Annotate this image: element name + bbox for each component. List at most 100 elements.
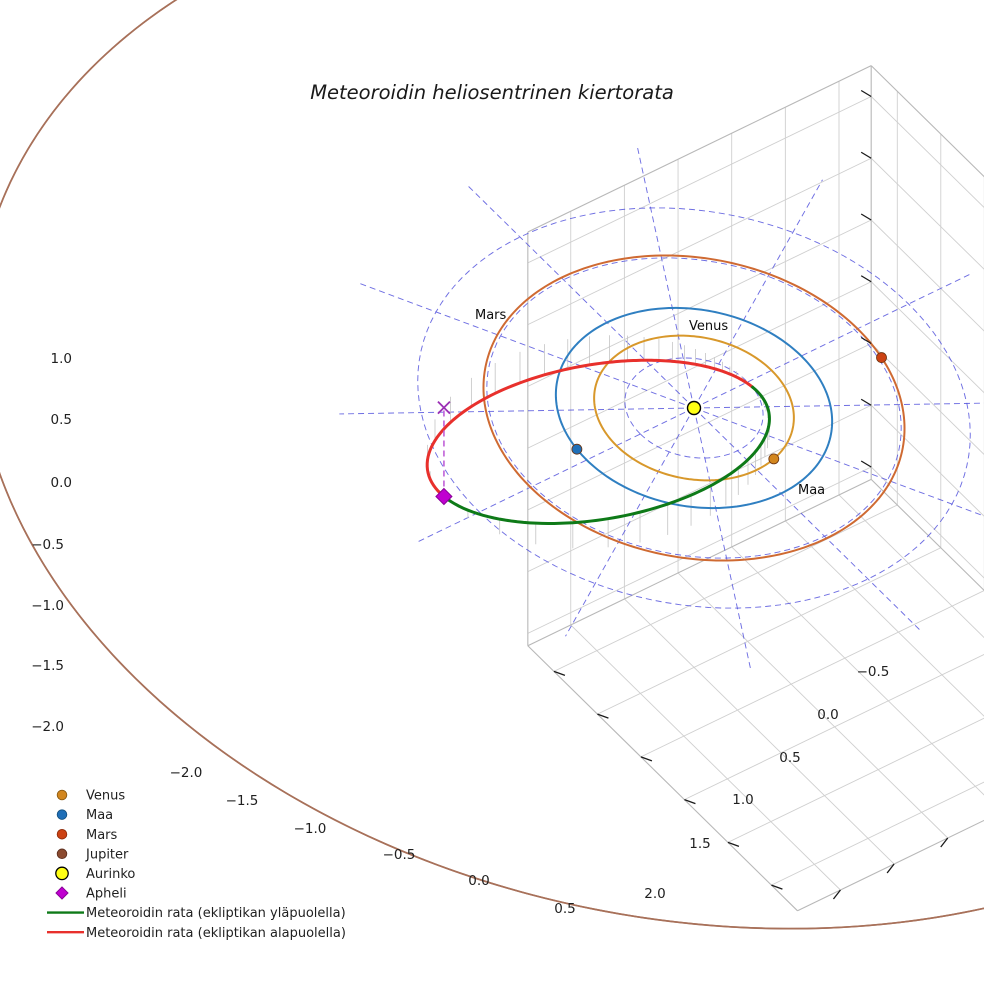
legend-item-label: Meteoroidin rata (ekliptikan alapuolella…	[86, 926, 346, 941]
orbit-maa	[554, 306, 834, 510]
z-axis-tick-label: −1.5	[31, 658, 64, 674]
x-tickmark	[886, 863, 895, 874]
venus-label: Venus	[689, 319, 728, 334]
y-axis-tick-label: 1.5	[689, 836, 710, 852]
z-tickmark	[860, 398, 872, 406]
legend-item-label: Venus	[86, 789, 125, 804]
floor-gridline-x	[838, 494, 984, 639]
floor-gridline-y	[684, 653, 984, 801]
y-axis-tick-label: 1.0	[732, 792, 753, 808]
cube-edge	[870, 478, 984, 591]
legend-diamond-swatch	[55, 886, 69, 900]
legend-dot-swatch	[56, 809, 68, 820]
polar-grid-spoke	[693, 407, 751, 669]
y-axis-tick-label: −0.5	[857, 664, 890, 680]
maa-label: Maa	[798, 483, 825, 498]
leftwall-gridline-h	[870, 219, 984, 332]
backwall-gridline-h	[527, 219, 872, 387]
leftwall-gridline-h	[870, 157, 984, 270]
leftwall-gridline-h	[870, 343, 984, 455]
x-axis-tick-label: −1.5	[226, 793, 259, 809]
backwall-gridline-h	[527, 466, 872, 634]
orbit-venus	[593, 334, 795, 482]
z-tickmark	[860, 213, 872, 221]
meteoroid-path-below	[425, 358, 754, 501]
cube-edge	[870, 65, 984, 178]
cube-edge	[527, 645, 798, 912]
legend-item-label: Mars	[86, 828, 118, 843]
floor-gridline-y	[727, 717, 984, 843]
floor-gridline-y	[553, 504, 898, 672]
floor-gridline-x	[731, 546, 984, 796]
y-tickmark	[553, 670, 566, 677]
legend-dot-swatch	[56, 848, 68, 860]
z-tickmark	[860, 275, 872, 283]
sun-marker	[686, 400, 702, 416]
meteoroid-path-above	[445, 385, 771, 525]
y-axis-tick-label: 2.0	[644, 886, 665, 902]
polar-grid-spoke	[414, 407, 695, 544]
z-axis-tick-label: 0.5	[51, 412, 72, 428]
legend-dot-swatch	[56, 828, 68, 840]
polar-grid-spoke	[339, 407, 695, 415]
aphelion-diamond-marker	[435, 487, 453, 506]
floor-gridline-x	[570, 624, 841, 891]
floor-gridline-x	[785, 520, 984, 717]
legend-item-label: Jupiter	[85, 847, 129, 862]
z-tickmark	[860, 460, 872, 468]
polar-grid-spoke	[467, 185, 695, 409]
y-tickmark	[597, 713, 609, 719]
y-tickmark	[727, 841, 740, 848]
x-axis-tick-label: −0.5	[383, 847, 416, 863]
floor-gridline-y	[640, 590, 984, 758]
cube-edge	[527, 478, 872, 647]
orbit-jupiter	[0, 0, 984, 930]
polar-grid-spoke	[565, 407, 695, 637]
legend-item-label: Maa	[86, 808, 113, 823]
planet-marker-venus	[768, 453, 780, 465]
legend-dot-swatch	[56, 789, 68, 801]
floor-gridline-x	[624, 598, 895, 865]
planet-marker-maa	[571, 443, 583, 455]
orbit-mars	[482, 254, 906, 562]
legend: Venus Maa Mars Jupiter Aurinko Apheli Meteoroi…	[47, 789, 346, 941]
z-tickmark	[860, 89, 872, 98]
z-axis-tick-label: −2.0	[31, 719, 64, 735]
legend-item-label: Aurinko	[86, 867, 135, 882]
floor-gridline-y	[771, 781, 984, 886]
legend-item-label: Meteoroidin rata (ekliptikan yläpuolella…	[86, 906, 346, 921]
x-axis-tick-label: −2.0	[170, 765, 203, 781]
backwall-gridline-h	[527, 404, 872, 573]
z-tickmark	[860, 336, 872, 345]
page-title: Meteoroidin heliosentrinen kiertorata	[310, 81, 674, 104]
planet-marker-mars	[876, 352, 887, 363]
leftwall-gridline-h	[870, 281, 984, 394]
x-tickmark	[940, 837, 949, 848]
z-axis-tick-label: 0.0	[51, 475, 72, 491]
z-axis-tick-label: −1.0	[31, 598, 64, 614]
cube-edge	[527, 65, 872, 233]
backwall-gridline-h	[527, 96, 872, 264]
y-tickmark	[684, 799, 696, 805]
y-tickmark	[771, 884, 783, 890]
polar-grid-spoke	[637, 147, 695, 409]
x-axis-tick-label: 0.5	[554, 901, 575, 917]
axes-gridlines	[527, 65, 984, 912]
axis-ticks	[553, 89, 949, 900]
leftwall-gridline-h	[870, 404, 984, 517]
polar-grid-spoke	[693, 272, 974, 409]
polar-grid-spoke	[693, 407, 921, 631]
z-tickmark	[860, 151, 872, 159]
z-axis-tick-label: −0.5	[31, 537, 64, 553]
floor-pane	[527, 479, 984, 911]
floor-gridline-y	[597, 547, 941, 715]
legend-item-label: Apheli	[86, 887, 127, 902]
leftwall-gridline-h	[870, 466, 984, 579]
y-axis-tick-label: 0.0	[817, 707, 838, 723]
backwall-gridline-h	[527, 157, 872, 326]
body-markers	[435, 352, 887, 506]
mars-label: Mars	[475, 308, 507, 323]
